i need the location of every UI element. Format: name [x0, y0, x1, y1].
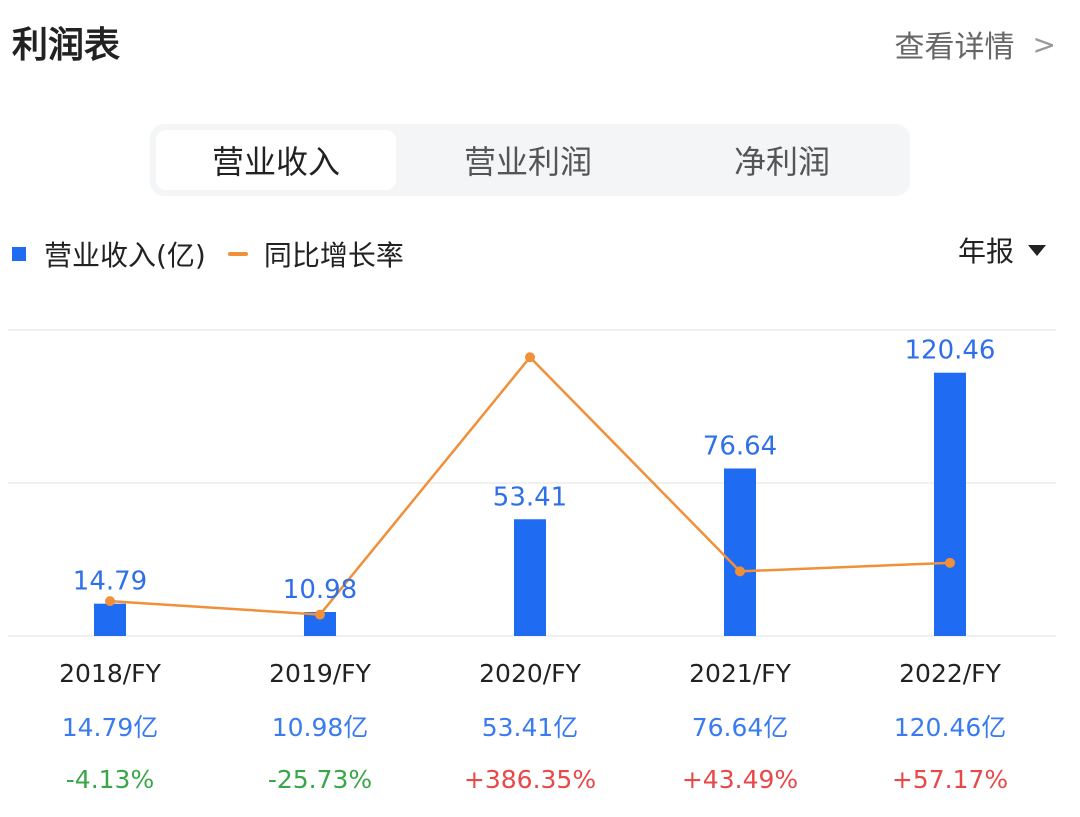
legend-bar-label: 营业收入(亿) [44, 239, 206, 272]
tab-divider [806, 146, 808, 174]
period-select-value: 年报 [957, 235, 1014, 268]
growth-point-2022/FY [945, 557, 955, 568]
caret-down-icon [1028, 244, 1046, 256]
tab-operating-profit[interactable]: 营业利润 [463, 143, 592, 181]
tab-net-profit[interactable]: 净利润 [733, 143, 830, 181]
growth-point-2019/FY [315, 609, 325, 620]
page-title: 利润表 [12, 25, 121, 66]
x-tick-label: 2020/FY [479, 659, 581, 688]
bar-2020/FY [514, 519, 546, 636]
growth-point-2018/FY [105, 596, 115, 607]
growth-line-series [105, 352, 955, 620]
growth-value-cell: -4.13% [66, 765, 154, 794]
legend-line-label: 同比增长率 [263, 239, 404, 272]
revenue-value-cell: 120.46亿 [894, 713, 1006, 742]
header: 利润表 查看详情 > [12, 12, 1056, 72]
growth-value-cell: -25.73% [268, 765, 372, 794]
x-tick-label: 2019/FY [269, 659, 371, 688]
view-details-label: 查看详情 [894, 30, 1015, 65]
growth-value-cell: +43.49% [682, 765, 798, 794]
bar-2021/FY [724, 468, 756, 636]
bar-2018/FY [94, 603, 126, 636]
legend-bar-swatch [12, 247, 26, 261]
tab-revenue[interactable]: 营业收入 [156, 130, 396, 190]
chevron-right-icon: > [1032, 27, 1056, 61]
bar-value-label: 10.98 [283, 575, 357, 605]
x-tick-label: 2021/FY [689, 659, 791, 688]
growth-value-cell: +57.17% [892, 765, 1008, 794]
bar-2022/FY [934, 372, 966, 636]
view-details-link[interactable]: 查看详情 > [895, 22, 1056, 66]
bar-value-label: 76.64 [703, 431, 777, 461]
revenue-value-cell: 14.79亿 [62, 713, 159, 742]
bar-2019/FY [304, 612, 336, 636]
x-tick-label: 2018/FY [59, 659, 161, 688]
revenue-value-cell: 76.64亿 [692, 713, 789, 742]
revenue-value-cell: 53.41亿 [482, 713, 579, 742]
bar-value-label: 53.41 [493, 482, 567, 512]
bar-value-label: 120.46 [905, 336, 996, 366]
bar-series [94, 372, 966, 636]
x-tick-label: 2022/FY [899, 659, 1001, 688]
chart-labels: 14.79 10.98 53.41 76.64 120.46 2018/FY 14.79亿 -… [59, 336, 1008, 794]
legend-line-swatch [227, 252, 248, 256]
bar-value-label: 14.79 [73, 567, 147, 597]
growth-value-cell: +386.35% [464, 765, 596, 794]
growth-point-2020/FY [525, 352, 535, 363]
period-select[interactable]: 年报 [958, 230, 1046, 270]
chart-legend: 营业收入(亿) 同比增长率 [12, 232, 404, 276]
growth-point-2021/FY [735, 566, 745, 577]
metric-tabs: 营业收入 营业利润 净利润 [150, 124, 910, 196]
revenue-value-cell: 10.98亿 [272, 713, 369, 742]
